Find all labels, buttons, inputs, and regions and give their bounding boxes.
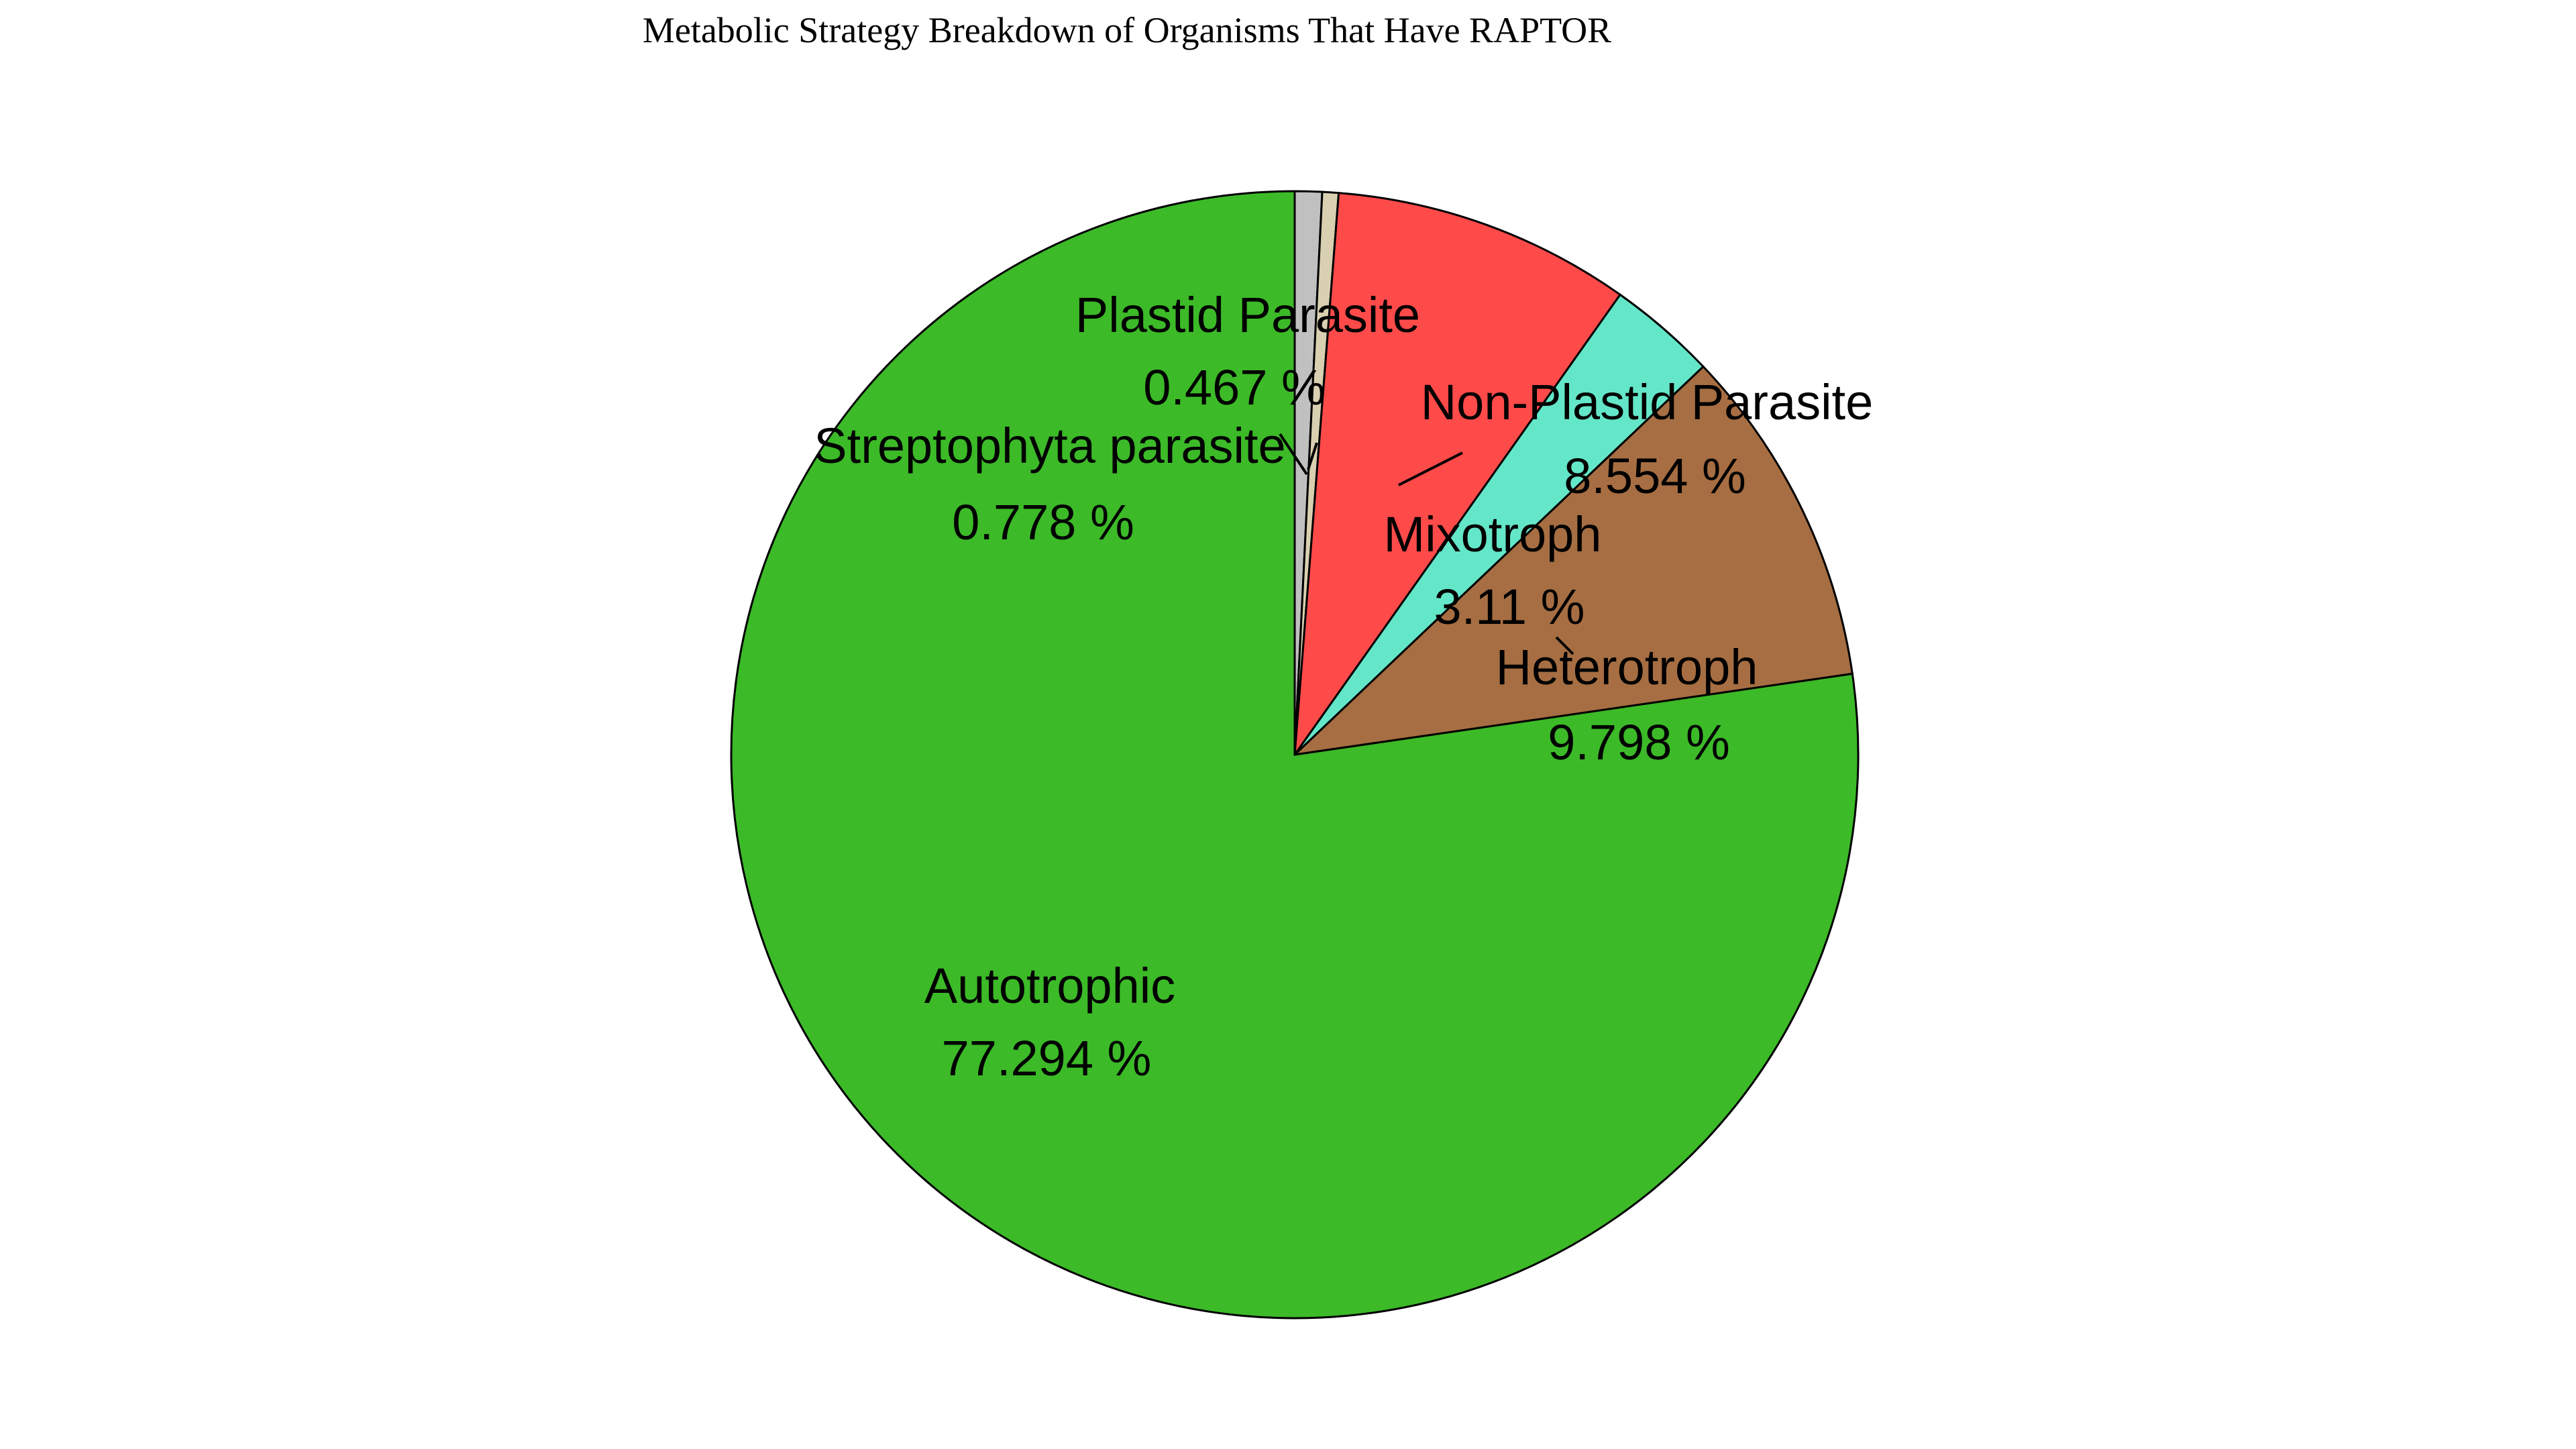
slice-label-mixotroph: Mixotroph [1384, 506, 1602, 562]
leader-line-0 [1279, 433, 1308, 476]
chart-title: Metabolic Strategy Breakdown of Organism… [642, 10, 1612, 50]
leader-line-1 [1307, 442, 1318, 470]
slice-percent-autotrophic: 77.294 % [942, 1030, 1152, 1086]
slice-label-non-plastid-parasite: Non-Plastid Parasite [1421, 374, 1874, 430]
pie-slice-autotrophic [730, 190, 1860, 1320]
slice-percent-non-plastid-parasite: 8.554 % [1564, 448, 1746, 504]
slice-label-streptophyta-parasite: Streptophyta parasite [814, 418, 1285, 474]
slice-percent-streptophyta-parasite: 0.778 % [952, 494, 1134, 550]
slice-percent-heterotroph: 9.798 % [1548, 714, 1730, 770]
slice-label-plastid-parasite: Plastid Parasite [1075, 287, 1420, 343]
leader-line-3 [1555, 636, 1574, 655]
slice-percent-plastid-parasite: 0.467 % [1143, 360, 1326, 415]
slice-label-autotrophic: Autotrophic [924, 958, 1175, 1014]
slice-label-heterotroph: Heterotroph [1496, 639, 1758, 695]
slice-percent-mixotroph: 3.11 % [1434, 579, 1585, 635]
pie-slice-non-plastid-parasite [1293, 191, 1622, 759]
leader-line-2 [1398, 451, 1463, 486]
pie-slice-heterotroph [1291, 365, 1854, 757]
